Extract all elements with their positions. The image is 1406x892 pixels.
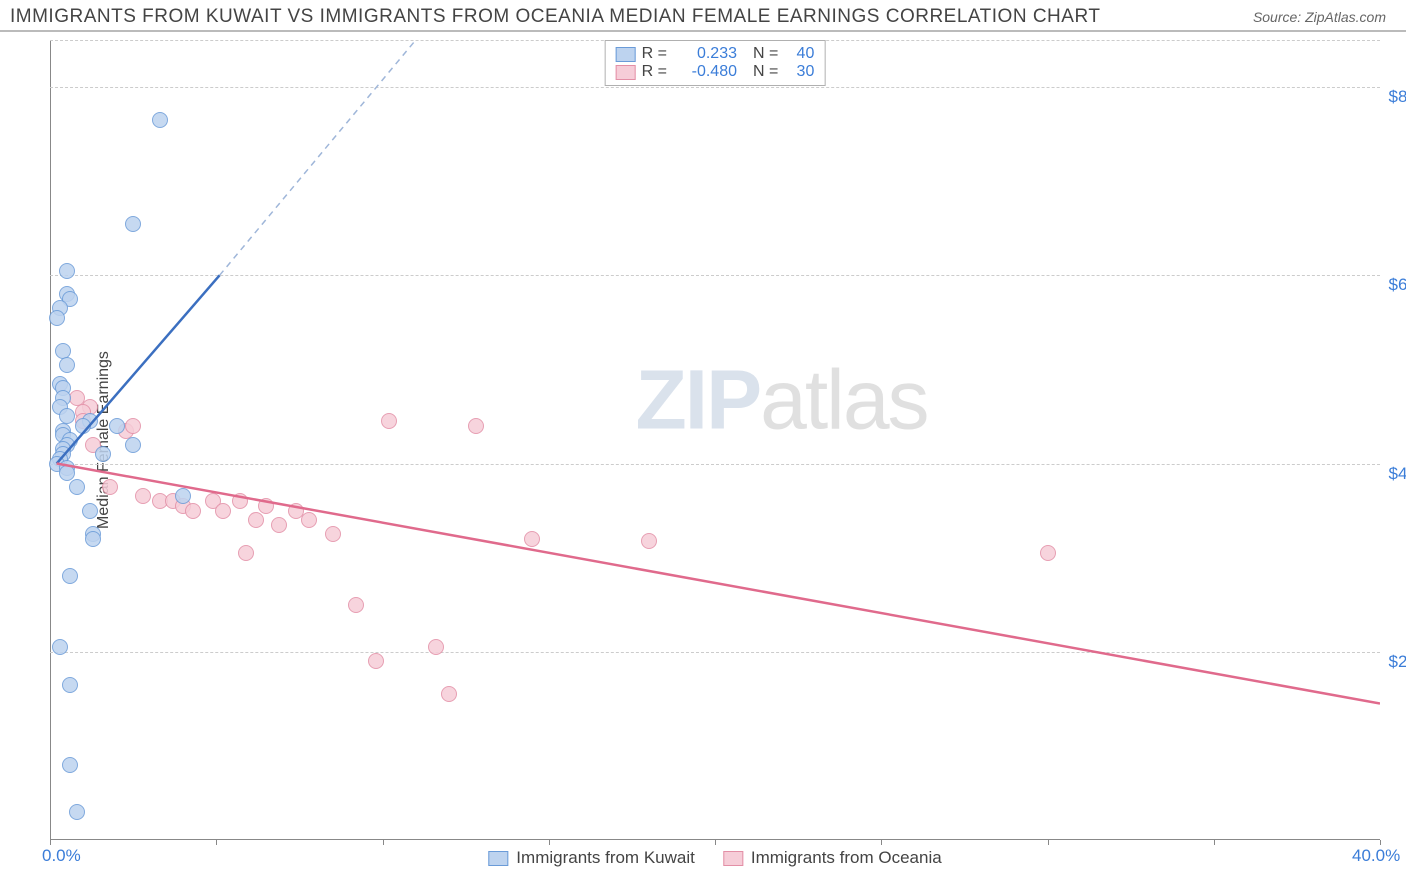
data-point: [1040, 545, 1056, 561]
data-point: [368, 653, 384, 669]
x-tick: [715, 840, 716, 845]
data-point: [125, 418, 141, 434]
data-point: [175, 488, 191, 504]
y-tick-label: $40,000: [1380, 464, 1406, 484]
legend-swatch-icon: [723, 851, 743, 866]
data-point: [82, 503, 98, 519]
data-point: [441, 686, 457, 702]
data-point: [524, 531, 540, 547]
gridline: [50, 652, 1380, 653]
data-point: [49, 310, 65, 326]
x-tick: [216, 840, 217, 845]
data-point: [381, 413, 397, 429]
series-legend: Immigrants from Kuwait Immigrants from O…: [488, 848, 941, 868]
data-point: [62, 568, 78, 584]
data-point: [271, 517, 287, 533]
chart-title: IMMIGRANTS FROM KUWAIT VS IMMIGRANTS FRO…: [10, 6, 1100, 28]
data-point: [102, 479, 118, 495]
gridline: [50, 464, 1380, 465]
data-point: [238, 545, 254, 561]
data-point: [95, 446, 111, 462]
x-tick: [1048, 840, 1049, 845]
x-tick: [549, 840, 550, 845]
data-point: [125, 216, 141, 232]
data-point: [69, 804, 85, 820]
data-point: [62, 677, 78, 693]
gridline: [50, 275, 1380, 276]
correlation-legend: R =0.233 N =40 R =-0.480 N =30: [605, 40, 826, 86]
plot-area: Median Female Earnings ZIPatlas R =0.233…: [50, 40, 1380, 840]
legend-item-kuwait: Immigrants from Kuwait: [488, 848, 695, 868]
data-point: [301, 512, 317, 528]
regression-lines: [50, 40, 1380, 840]
data-point: [52, 639, 68, 655]
data-point: [135, 488, 151, 504]
data-point: [348, 597, 364, 613]
data-point: [62, 757, 78, 773]
data-point: [59, 465, 75, 481]
data-point: [59, 357, 75, 373]
y-tick-label: $80,000: [1380, 87, 1406, 107]
data-point: [248, 512, 264, 528]
y-tick-label: $60,000: [1380, 275, 1406, 295]
data-point: [125, 437, 141, 453]
data-point: [215, 503, 231, 519]
x-tick: [1214, 840, 1215, 845]
watermark: ZIPatlas: [635, 352, 927, 449]
data-point: [185, 503, 201, 519]
y-tick-label: $20,000: [1380, 652, 1406, 672]
x-tick: [50, 840, 51, 845]
legend-swatch-kuwait: [616, 47, 636, 62]
gridline: [50, 87, 1380, 88]
data-point: [85, 531, 101, 547]
data-point: [325, 526, 341, 542]
data-point: [69, 479, 85, 495]
data-point: [641, 533, 657, 549]
data-point: [109, 418, 125, 434]
data-point: [75, 418, 91, 434]
x-tick: [383, 840, 384, 845]
legend-swatch-oceania: [616, 65, 636, 80]
x-tick-label: 40.0%: [1352, 846, 1400, 866]
header: IMMIGRANTS FROM KUWAIT VS IMMIGRANTS FRO…: [0, 0, 1406, 32]
data-point: [152, 112, 168, 128]
x-tick-label: 0.0%: [42, 846, 81, 866]
legend-row-kuwait: R =0.233 N =40: [616, 45, 815, 63]
data-point: [59, 263, 75, 279]
legend-row-oceania: R =-0.480 N =30: [616, 63, 815, 81]
x-tick: [881, 840, 882, 845]
data-point: [232, 493, 248, 509]
legend-item-oceania: Immigrants from Oceania: [723, 848, 942, 868]
y-axis-line: [50, 40, 51, 840]
legend-swatch-icon: [488, 851, 508, 866]
source-label: Source: ZipAtlas.com: [1253, 9, 1386, 25]
data-point: [468, 418, 484, 434]
x-tick: [1380, 840, 1381, 845]
data-point: [428, 639, 444, 655]
data-point: [258, 498, 274, 514]
